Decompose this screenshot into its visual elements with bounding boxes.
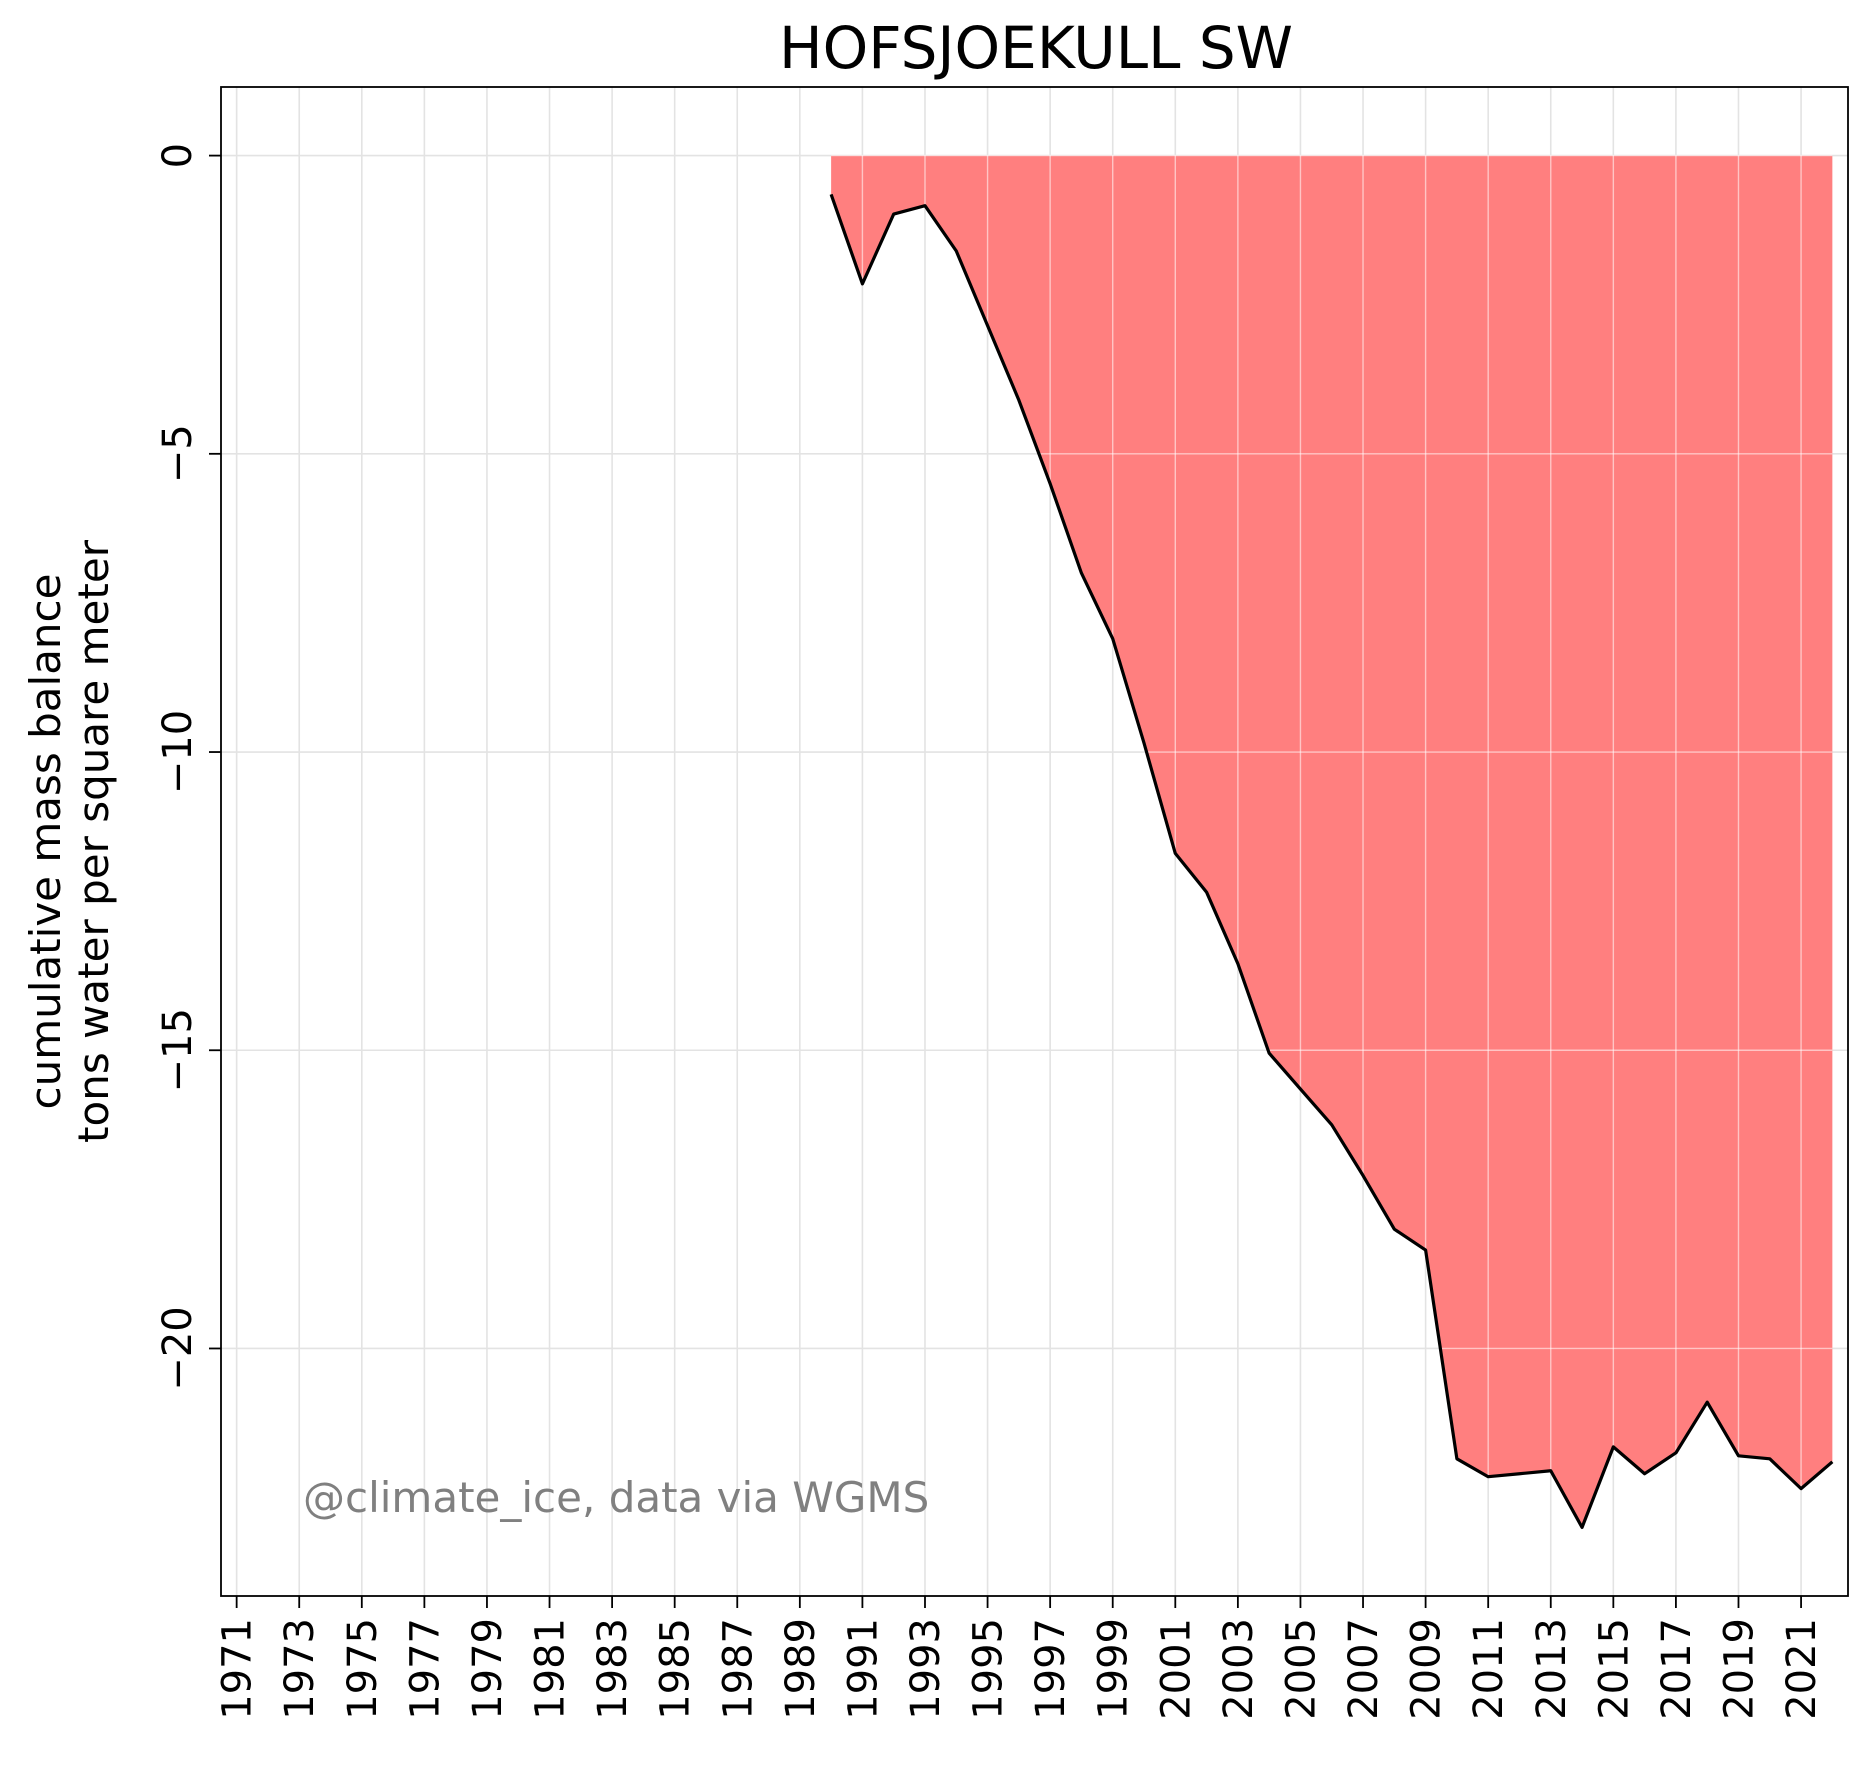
x-tick-label: 1973 [277,1618,323,1720]
x-tick-label: 2001 [1153,1618,1199,1720]
chart-title: HOFSJOEKULL SW [779,14,1293,82]
x-tick-label: 1985 [653,1618,699,1720]
x-tick-label: 2017 [1654,1618,1700,1720]
y-tick-label: −15 [155,1008,201,1092]
fill-grid [831,154,1833,1489]
x-tick-labels: 1971 1973 1975 1977 1979 1981 1983 1985 1987 1989… [215,1618,1825,1720]
x-tick-label: 2013 [1529,1618,1575,1720]
x-tick-label: 1999 [1091,1618,1137,1720]
x-tick-label: 1971 [215,1618,261,1720]
plot-frame [220,86,1849,1597]
x-tick-label: 1989 [778,1618,824,1720]
x-tick-label: 1991 [840,1618,886,1720]
x-tick-label: 2003 [1216,1618,1262,1720]
y-tick-label: −5 [155,424,201,483]
y-tick-labels: 0 −5 −10 −15 −20 [155,143,201,1391]
x-tick-label: 1981 [528,1618,574,1720]
x-tick-label: 2007 [1341,1618,1387,1720]
y-axis-label-line1: cumulative mass balance [21,574,70,1110]
x-tick-label: 1995 [966,1618,1012,1720]
x-tick-label: 1983 [590,1618,636,1720]
x-tick-label: 1979 [465,1618,511,1720]
y-tick-label: −10 [155,710,201,794]
y-axis-label-line2: tons water per square meter [69,539,118,1143]
x-tick-label: 2005 [1278,1618,1324,1720]
y-tick-label: 0 [155,143,201,168]
series-line [829,193,1834,1530]
y-tick-label: −20 [155,1306,201,1390]
x-tick-label: 2015 [1591,1618,1637,1720]
x-tick-label: 2009 [1404,1618,1450,1720]
x-tick-label: 1987 [715,1618,761,1720]
x-tick-label: 2019 [1716,1618,1762,1720]
x-tick-label: 1993 [903,1618,949,1720]
watermark-annotation: @climate_ice, data via WGMS [303,1473,929,1522]
x-tick-label: 1975 [340,1618,386,1720]
axis-ticks [209,154,1802,1608]
x-tick-label: 2021 [1779,1618,1825,1720]
x-tick-label: 2011 [1466,1618,1512,1720]
x-tick-label: 1977 [402,1618,448,1720]
x-tick-label: 1997 [1028,1618,1074,1720]
area-fill [831,155,1833,1528]
